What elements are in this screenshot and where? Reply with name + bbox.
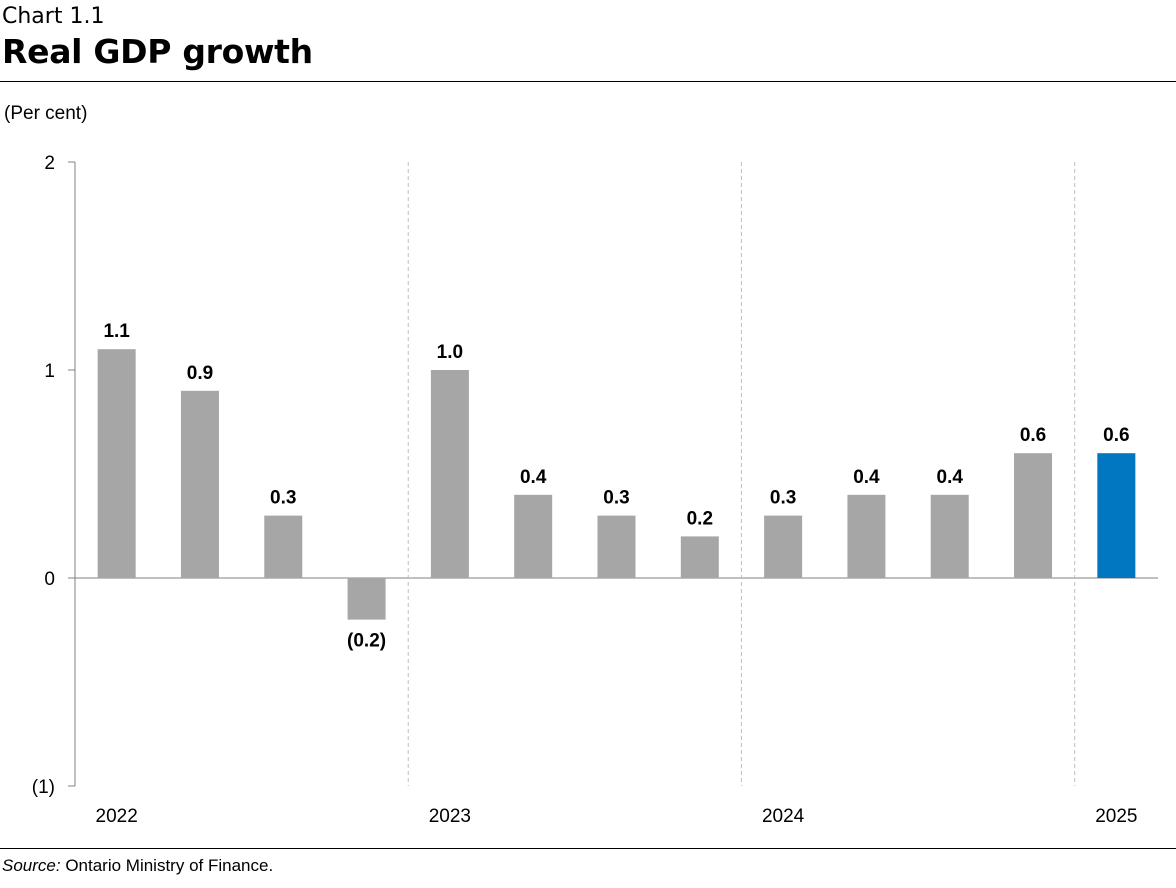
source-label: Source: <box>2 856 61 875</box>
bar <box>597 515 636 578</box>
y-tick-label: 2 <box>44 153 55 174</box>
bar <box>1014 453 1053 578</box>
bar <box>180 390 219 578</box>
source-note: Source: Ontario Ministry of Finance. <box>2 856 273 876</box>
chart-title: Real GDP growth <box>2 32 313 71</box>
x-year-label: 2024 <box>762 806 805 827</box>
y-tick-label: (1) <box>32 777 55 798</box>
data-label: 1.1 <box>103 321 130 342</box>
y-axis-unit-label: (Per cent) <box>4 103 88 124</box>
bar <box>847 494 886 578</box>
bar-chart: (1) 0 1 2 2022 2023 2024 2025 1.1 0.9 0.3 (0.2) 1.0 0… <box>32 153 1158 827</box>
data-label: 0.6 <box>1020 425 1046 446</box>
x-year-label: 2022 <box>96 806 138 827</box>
data-label: 0.3 <box>770 488 796 509</box>
data-label: 0.3 <box>603 488 629 509</box>
bar <box>680 536 719 578</box>
chart-number: Chart 1.1 <box>2 4 105 29</box>
data-label: 0.4 <box>937 467 964 488</box>
bar <box>430 370 469 578</box>
data-label: 0.9 <box>187 363 213 384</box>
source-text: Ontario Ministry of Finance. <box>60 856 274 875</box>
bottom-rule <box>0 848 1176 849</box>
bar <box>347 578 386 620</box>
data-label: 0.4 <box>520 467 547 488</box>
y-tick-label: 1 <box>44 361 55 382</box>
x-year-label: 2025 <box>1095 806 1137 827</box>
bar <box>764 515 803 578</box>
top-rule <box>0 81 1176 82</box>
data-label: 0.3 <box>270 488 296 509</box>
bar <box>97 349 136 578</box>
bar <box>514 494 553 578</box>
data-label: 0.6 <box>1103 425 1129 446</box>
bar <box>930 494 969 578</box>
data-label: (0.2) <box>347 631 386 652</box>
data-label: 1.0 <box>437 342 463 363</box>
bar <box>264 515 303 578</box>
y-tick-label: 0 <box>44 569 55 590</box>
data-label: 0.2 <box>687 508 713 529</box>
data-label: 0.4 <box>853 467 880 488</box>
bar <box>1097 453 1136 578</box>
x-year-label: 2023 <box>429 806 471 827</box>
